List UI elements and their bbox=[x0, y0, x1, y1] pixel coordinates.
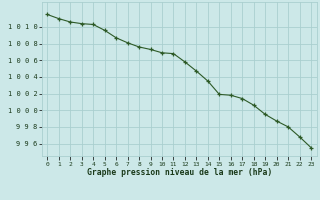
X-axis label: Graphe pression niveau de la mer (hPa): Graphe pression niveau de la mer (hPa) bbox=[87, 168, 272, 177]
